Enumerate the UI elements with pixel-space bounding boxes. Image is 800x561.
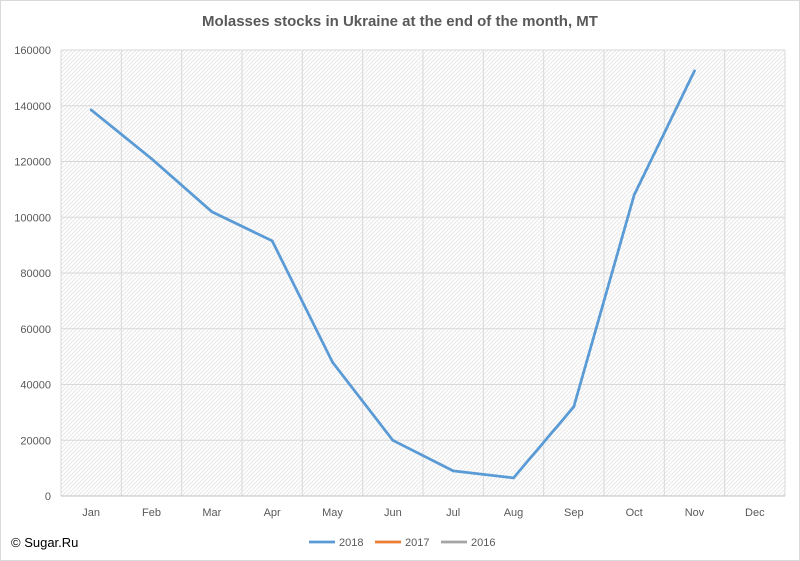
x-tick-label: Aug <box>504 507 524 519</box>
y-tick-label: 60000 <box>20 324 51 336</box>
y-tick-label: 100000 <box>14 212 51 224</box>
y-tick-label: 0 <box>45 491 51 503</box>
data-point-2018 <box>270 239 274 243</box>
data-point-2018 <box>693 69 696 73</box>
x-tick-label: Dec <box>745 507 765 519</box>
data-point-2018 <box>210 210 214 213</box>
y-tick-label: 40000 <box>20 380 51 392</box>
legend-label-2018: 2018 <box>339 537 363 549</box>
x-tick-label: Apr <box>264 507 281 519</box>
y-tick-label: 140000 <box>14 101 51 113</box>
data-point-2018 <box>512 476 515 480</box>
data-point-2018 <box>150 157 153 161</box>
data-point-2018 <box>89 108 93 112</box>
chart-title: Molasses stocks in Ukraine at the end of… <box>202 13 598 30</box>
data-point-2018 <box>632 193 636 197</box>
copyright-credit: © Sugar.Ru <box>11 535 79 550</box>
legend-label-2016: 2016 <box>471 537 495 549</box>
x-tick-label: Sep <box>564 507 584 519</box>
data-point-2018 <box>572 405 576 409</box>
x-tick-label: Nov <box>685 507 705 519</box>
x-tick-label: Jun <box>384 507 402 519</box>
data-point-2018 <box>451 469 455 473</box>
y-tick-label: 120000 <box>14 157 51 169</box>
x-tick-label: Jan <box>82 507 100 519</box>
x-tick-label: Feb <box>142 507 161 519</box>
data-point-2018 <box>391 438 395 442</box>
x-tick-label: May <box>322 507 343 519</box>
y-tick-label: 20000 <box>20 435 51 447</box>
x-tick-label: Jul <box>446 507 460 519</box>
legend-label-2017: 2017 <box>405 537 429 549</box>
y-tick-label: 160000 <box>14 45 51 57</box>
data-point-2018 <box>331 360 334 364</box>
x-tick-label: Oct <box>626 507 643 519</box>
x-tick-label: Mar <box>202 507 221 519</box>
y-tick-label: 80000 <box>20 268 51 280</box>
